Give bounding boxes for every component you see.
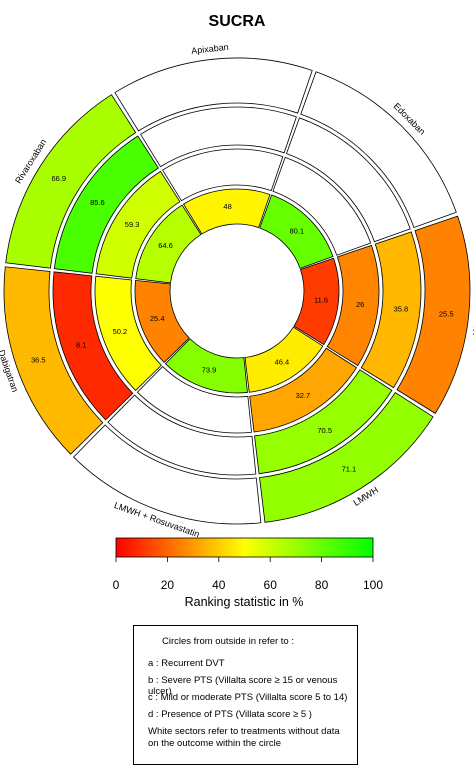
sector-label-c-3: 32.7 [296, 391, 311, 400]
sector-label-d-3: 46.4 [275, 358, 290, 367]
sector-a-6 [5, 94, 137, 269]
colorbar-tick-label-0: 0 [113, 578, 120, 592]
sector-b-4 [107, 394, 257, 476]
sector-d-1 [259, 194, 334, 269]
sector-a-0 [114, 57, 313, 132]
sector-b-1 [286, 117, 411, 243]
sector-label-a-6: 66.9 [51, 174, 66, 183]
legend-item-c: c : Mild or moderate PTS (Villalta score… [148, 692, 348, 703]
legend-note: White sectors refer to treatments withou… [148, 726, 340, 749]
sector-c-6 [95, 170, 181, 279]
sector-label-d-5: 25.4 [150, 314, 165, 323]
treatment-label-2: Warfarin [471, 301, 474, 336]
treatment-label-0: Apixaban [191, 42, 229, 56]
sector-label-a-5: 36.5 [31, 355, 46, 364]
sector-d-0 [182, 188, 271, 235]
sector-b-6 [53, 135, 159, 274]
sector-label-d-2: 11.6 [314, 295, 328, 304]
sector-c-5 [94, 275, 162, 392]
legend-heading: Circles from outside in refer to : [162, 636, 294, 647]
sector-label-a-2: 25.5 [439, 310, 454, 319]
legend-item-d: d : Presence of PTS (Villata score ≥ 5 ) [148, 709, 312, 720]
sector-label-d-6: 64.6 [158, 241, 173, 250]
sector-c-2 [326, 244, 380, 367]
sector-label-c-6: 59.3 [125, 220, 140, 229]
sector-label-b-3: 70.5 [317, 426, 332, 435]
sector-a-1 [300, 71, 457, 229]
sector-a-5 [3, 266, 104, 455]
sector-label-d-4: 73.9 [202, 366, 217, 375]
sector-label-b-2: 35.8 [394, 305, 409, 314]
sector-label-b-5: 8.1 [76, 340, 86, 349]
colorbar-tick-label-5: 100 [363, 578, 383, 592]
sector-a-4 [72, 424, 262, 525]
colorbar-tick-label-3: 60 [264, 578, 278, 592]
sector-a-3 [259, 391, 434, 523]
sector-c-0 [162, 148, 284, 202]
colorbar-tick-label-4: 80 [315, 578, 329, 592]
sector-label-d-1: 80.1 [289, 226, 304, 235]
legend-item-b: b : Severe PTS (Villalta score ≥ 15 or v… [148, 675, 338, 697]
colorbar-label: Ranking statistic in % [185, 595, 304, 609]
sector-label-d-0: 48 [223, 202, 231, 211]
sector-b-5 [52, 271, 134, 421]
colorbar-tick-label-2: 40 [212, 578, 226, 592]
colorbar [115, 537, 374, 558]
sector-b-2 [360, 231, 422, 389]
sector-c-4 [136, 365, 252, 434]
sector-d-5 [134, 279, 190, 364]
sector-b-0 [140, 106, 297, 168]
sector-label-c-5: 50.2 [113, 327, 128, 336]
sector-d-3 [244, 326, 324, 393]
sector-label-b-6: 85.6 [90, 198, 105, 207]
sector-c-1 [272, 156, 372, 256]
sector-label-c-2: 26 [356, 300, 364, 309]
sector-b-3 [254, 369, 393, 475]
sector-d-6 [135, 204, 202, 284]
radial-sectors: 25.5 71.1 36.5 66.9 35.8 70.5 8.1 85.6 26 32.7 50.… [3, 57, 471, 525]
legend-box: Circles from outside in refer to : a : R… [133, 625, 358, 765]
colorbar-tick-label-1: 20 [161, 578, 175, 592]
legend-item-a: a : Recurrent DVT [148, 658, 225, 669]
sector-label-a-3: 71.1 [342, 464, 357, 473]
sector-a-2 [396, 215, 471, 414]
sector-d-2 [293, 257, 340, 346]
colorbar-ticks: 0 20 40 60 80 100 [113, 557, 383, 592]
sector-c-3 [249, 347, 358, 433]
chart-title: SUCRA [209, 13, 266, 30]
sector-d-4 [164, 338, 248, 394]
